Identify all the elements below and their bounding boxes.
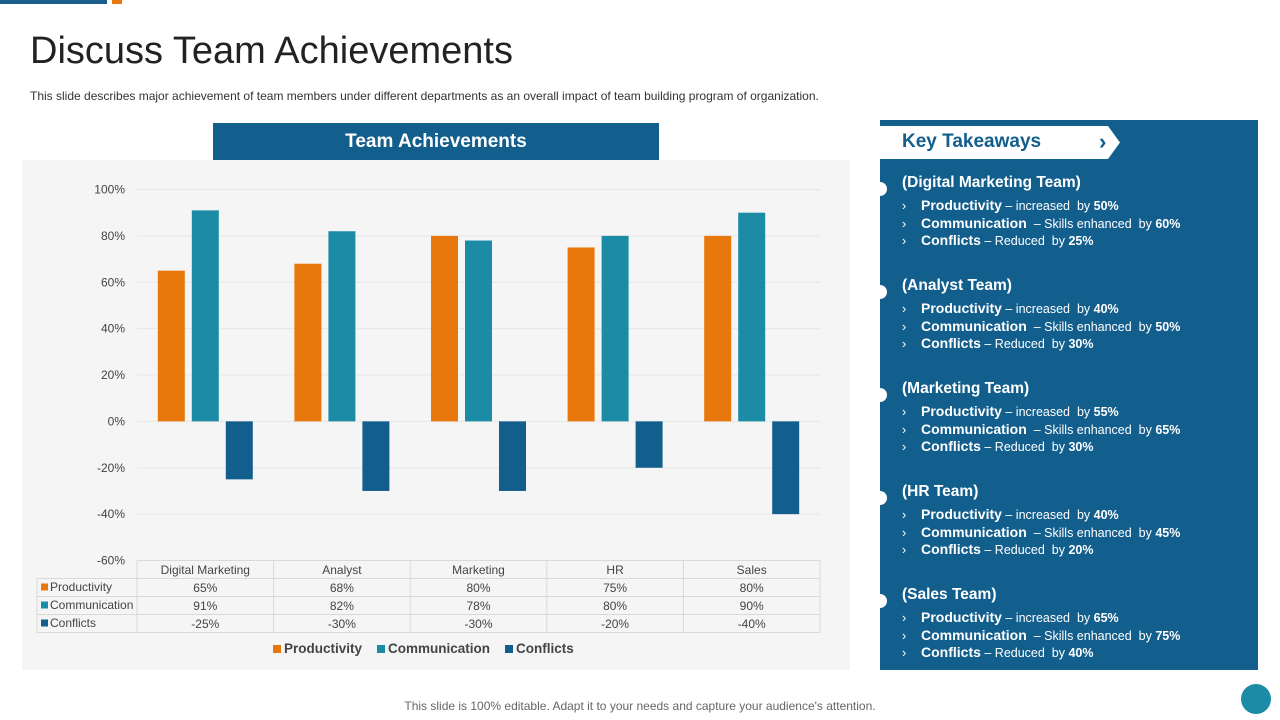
takeaway-line: › Communication – Skills enhanced by 50% xyxy=(902,318,1180,334)
chevron-right-icon: › xyxy=(902,440,907,454)
bullet-dot-icon xyxy=(873,491,887,505)
takeaway-metric: Productivity xyxy=(921,403,1002,419)
key-takeaways-header-background xyxy=(880,126,1120,159)
chevron-right-icon: › xyxy=(902,422,907,437)
chevron-right-icon: › xyxy=(902,646,907,660)
takeaway-line: › Communication – Skills enhanced by 60% xyxy=(902,215,1180,231)
chevron-right-icon: › xyxy=(902,508,907,522)
takeaway-text: – Skills enhanced by xyxy=(1026,216,1156,231)
takeaway-metric: Conflicts xyxy=(921,438,981,454)
top-accent-bar-orange xyxy=(112,0,122,4)
page-subtitle: This slide describes major achievement o… xyxy=(30,89,819,103)
takeaway-text: – increased by xyxy=(1001,199,1094,213)
takeaway-team-name: (Analyst Team) xyxy=(902,277,1012,294)
takeaway-metric: Productivity xyxy=(921,609,1002,625)
chart-panel xyxy=(22,160,850,670)
takeaway-value: 45% xyxy=(1155,525,1181,540)
chevron-right-icon: › xyxy=(902,216,907,231)
takeaway-value: 40% xyxy=(1093,508,1119,522)
takeaway-text: – increased by xyxy=(1001,508,1094,522)
takeaway-line: › Conflicts – Reduced by 25% xyxy=(902,232,1093,248)
takeaway-text: – Reduced by xyxy=(980,234,1069,248)
takeaway-team-name: (Marketing Team) xyxy=(902,380,1030,397)
takeaway-line: › Productivity – increased by 50% xyxy=(902,197,1119,213)
takeaway-text: – Reduced by xyxy=(980,440,1069,454)
takeaway-metric: Conflicts xyxy=(921,644,981,660)
takeaway-text: – Reduced by xyxy=(980,337,1069,351)
bullet-dot-icon xyxy=(873,182,887,196)
takeaway-line: › Conflicts – Reduced by 30% xyxy=(902,335,1093,351)
takeaway-text: – Skills enhanced by xyxy=(1026,319,1156,334)
takeaway-value: 55% xyxy=(1093,405,1119,419)
takeaway-text: – Skills enhanced by xyxy=(1026,422,1156,437)
takeaway-metric: Communication xyxy=(921,523,1027,540)
key-takeaways-title: Key Takeaways xyxy=(902,131,1042,152)
takeaway-line: › Productivity – increased by 40% xyxy=(902,506,1119,522)
takeaway-value: 25% xyxy=(1068,234,1094,248)
takeaway-metric: Conflicts xyxy=(921,335,981,351)
takeaway-value: 60% xyxy=(1155,216,1181,231)
takeaway-line: › Communication – Skills enhanced by 75% xyxy=(902,627,1180,643)
takeaway-value: 65% xyxy=(1155,422,1181,437)
takeaway-value: 30% xyxy=(1068,337,1094,351)
bullet-dot-icon xyxy=(873,285,887,299)
takeaway-line: › Productivity – increased by 65% xyxy=(902,609,1119,625)
bullet-dot-icon xyxy=(873,388,887,402)
takeaway-text: – Reduced by xyxy=(980,543,1069,557)
takeaway-metric: Productivity xyxy=(921,506,1002,522)
takeaway-value: 75% xyxy=(1155,628,1181,643)
corner-circle-icon xyxy=(1241,684,1271,714)
takeaway-metric: Conflicts xyxy=(921,541,981,557)
takeaway-value: 40% xyxy=(1068,646,1094,660)
takeaway-value: 30% xyxy=(1068,440,1094,454)
takeaway-line: › Conflicts – Reduced by 20% xyxy=(902,541,1093,557)
takeaway-line: › Productivity – increased by 55% xyxy=(902,403,1119,419)
takeaway-text: – increased by xyxy=(1001,405,1094,419)
chevron-right-icon: › xyxy=(902,525,907,540)
takeaway-line: › Conflicts – Reduced by 30% xyxy=(902,438,1093,454)
takeaway-text: – Skills enhanced by xyxy=(1026,628,1156,643)
chevron-right-icon: › xyxy=(902,405,907,419)
key-takeaways-header: Key Takeaways › xyxy=(880,126,1120,159)
takeaway-line: › Communication – Skills enhanced by 65% xyxy=(902,421,1180,437)
takeaway-metric: Communication xyxy=(921,420,1027,437)
takeaway-value: 65% xyxy=(1093,611,1119,625)
chart-header: Team Achievements xyxy=(213,123,659,160)
takeaway-line: › Communication – Skills enhanced by 45% xyxy=(902,524,1180,540)
takeaway-metric: Productivity xyxy=(921,197,1002,213)
chevron-right-icon: › xyxy=(1099,129,1107,154)
takeaway-value: 50% xyxy=(1093,199,1119,213)
chevron-right-icon: › xyxy=(902,302,907,316)
takeaway-metric: Communication xyxy=(921,317,1027,334)
takeaway-metric: Communication xyxy=(921,214,1027,231)
takeaway-metric: Productivity xyxy=(921,300,1002,316)
chevron-right-icon: › xyxy=(902,628,907,643)
takeaway-text: – increased by xyxy=(1001,302,1094,316)
takeaway-value: 20% xyxy=(1068,543,1094,557)
takeaway-text: – Skills enhanced by xyxy=(1026,525,1156,540)
takeaway-line: › Conflicts – Reduced by 40% xyxy=(902,644,1093,660)
top-accent-bar-blue xyxy=(0,0,107,4)
takeaway-metric: Conflicts xyxy=(921,232,981,248)
page-title: Discuss Team Achievements xyxy=(30,30,513,72)
takeaway-value: 40% xyxy=(1093,302,1119,316)
chevron-right-icon: › xyxy=(902,319,907,334)
chevron-right-icon: › xyxy=(902,611,907,625)
chevron-right-icon: › xyxy=(902,543,907,557)
chevron-right-icon: › xyxy=(902,234,907,248)
takeaway-line: › Productivity – increased by 40% xyxy=(902,300,1119,316)
chevron-right-icon: › xyxy=(902,199,907,213)
key-takeaways-panel xyxy=(880,120,1258,670)
bullet-dot-icon xyxy=(873,594,887,608)
takeaway-metric: Communication xyxy=(921,626,1027,643)
footer-note: This slide is 100% editable. Adapt it to… xyxy=(404,699,876,713)
chevron-right-icon: › xyxy=(902,337,907,351)
takeaway-text: – increased by xyxy=(1001,611,1094,625)
takeaway-team-name: (Sales Team) xyxy=(902,586,997,603)
takeaway-value: 50% xyxy=(1155,319,1181,334)
takeaway-text: – Reduced by xyxy=(980,646,1069,660)
takeaway-team-name: (HR Team) xyxy=(902,483,979,500)
takeaway-team-name: (Digital Marketing Team) xyxy=(902,174,1081,191)
